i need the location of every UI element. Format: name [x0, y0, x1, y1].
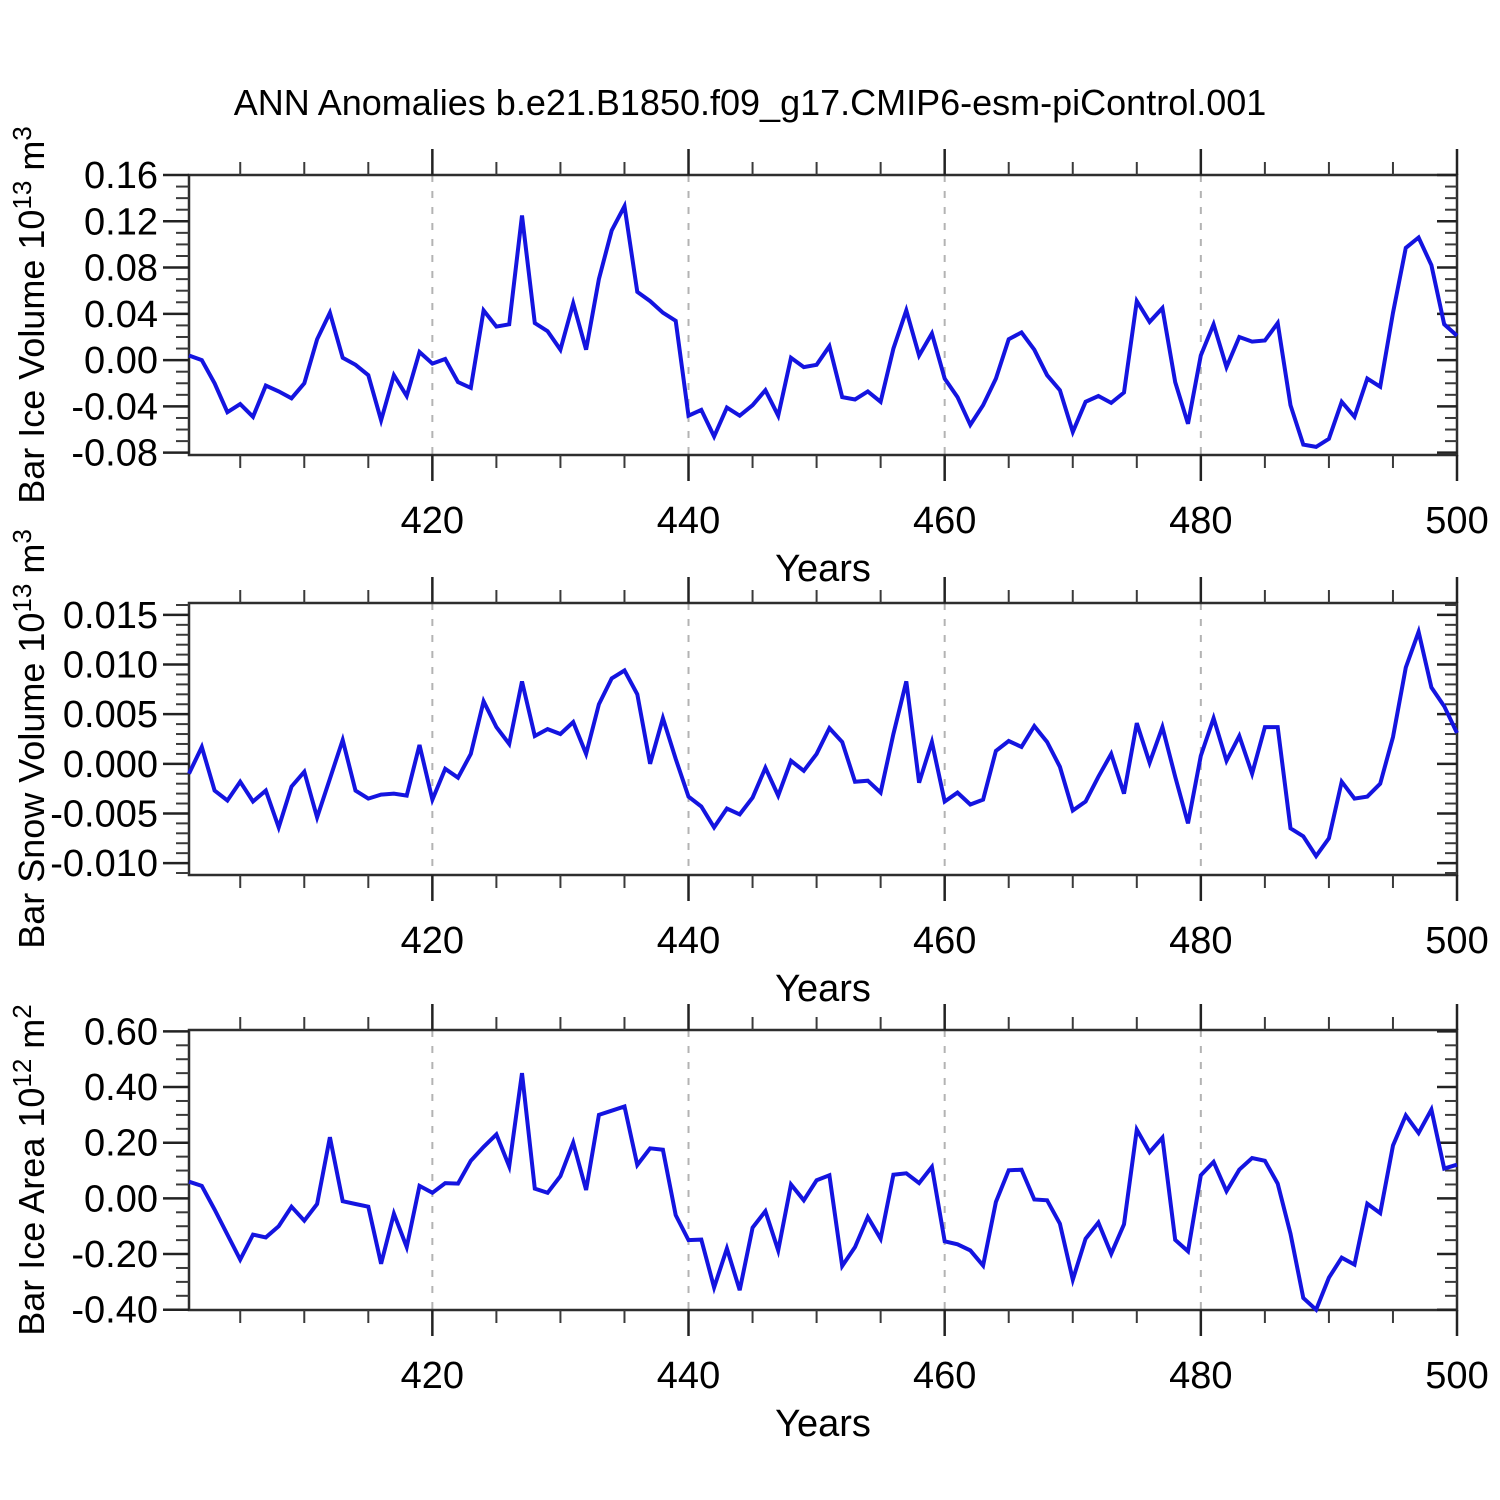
y-axis-title: Bar Snow Volume 1013 m3 — [7, 529, 52, 949]
x-tick-label-440: 440 — [657, 920, 720, 962]
x-tick-label-420: 420 — [401, 920, 464, 962]
snow-volume-line — [187, 624, 1459, 860]
y-tick-label--0.40: -0.40 — [71, 1290, 158, 1332]
x-tick-label-460: 460 — [913, 1355, 976, 1397]
x-tick-label-500: 500 — [1425, 1355, 1488, 1397]
plot-frame — [187, 601, 1459, 877]
y-tick-label--0.010: -0.010 — [50, 843, 158, 885]
y-tick-label-0.12: 0.12 — [84, 201, 158, 243]
x-tick-label-480: 480 — [1169, 1355, 1232, 1397]
y-tick-label-0.005: 0.005 — [63, 694, 158, 736]
x-tick-label-500: 500 — [1425, 920, 1488, 962]
x-axis-title: Years — [775, 548, 871, 590]
x-tick-label-440: 440 — [657, 1355, 720, 1397]
plot-frame — [187, 1028, 1459, 1312]
x-tick-label-460: 460 — [913, 920, 976, 962]
x-axis-title: Years — [775, 1403, 871, 1445]
x-tick-label-460: 460 — [913, 500, 976, 542]
y-tick-label--0.005: -0.005 — [50, 793, 158, 835]
x-tick-label-500: 500 — [1425, 500, 1488, 542]
y-tick-label-0.40: 0.40 — [84, 1067, 158, 1109]
y-tick-label-0.04: 0.04 — [84, 294, 158, 336]
y-tick-label--0.08: -0.08 — [71, 433, 158, 475]
y-tick-label--0.04: -0.04 — [71, 386, 158, 428]
x-tick-label-420: 420 — [401, 500, 464, 542]
y-tick-label-0.000: 0.000 — [63, 744, 158, 786]
y-tick-label-0.20: 0.20 — [84, 1123, 158, 1165]
y-tick-label-0.00: 0.00 — [84, 340, 158, 382]
x-tick-label-480: 480 — [1169, 500, 1232, 542]
y-tick-label-0.08: 0.08 — [84, 248, 158, 290]
y-axis-title: Bar Ice Area 1012 m2 — [7, 1004, 52, 1336]
x-tick-label-480: 480 — [1169, 920, 1232, 962]
ice-area-line — [188, 1072, 1458, 1314]
x-tick-label-420: 420 — [401, 1355, 464, 1397]
y-tick-label-0.015: 0.015 — [63, 595, 158, 637]
y-tick-label-0.16: 0.16 — [84, 155, 158, 197]
y-tick-label-0.00: 0.00 — [84, 1178, 158, 1220]
figure-title: ANN Anomalies b.e21.B1850.f09_g17.CMIP6-… — [233, 82, 1267, 123]
y-tick-label-0.60: 0.60 — [84, 1011, 158, 1053]
y-axis-title: Bar Ice Volume 1013 m3 — [7, 126, 52, 504]
x-tick-label-440: 440 — [657, 500, 720, 542]
ice-volume-line — [188, 199, 1459, 450]
y-tick-label-0.010: 0.010 — [63, 645, 158, 687]
x-axis-title: Years — [775, 968, 871, 1010]
y-tick-label--0.20: -0.20 — [71, 1234, 158, 1276]
